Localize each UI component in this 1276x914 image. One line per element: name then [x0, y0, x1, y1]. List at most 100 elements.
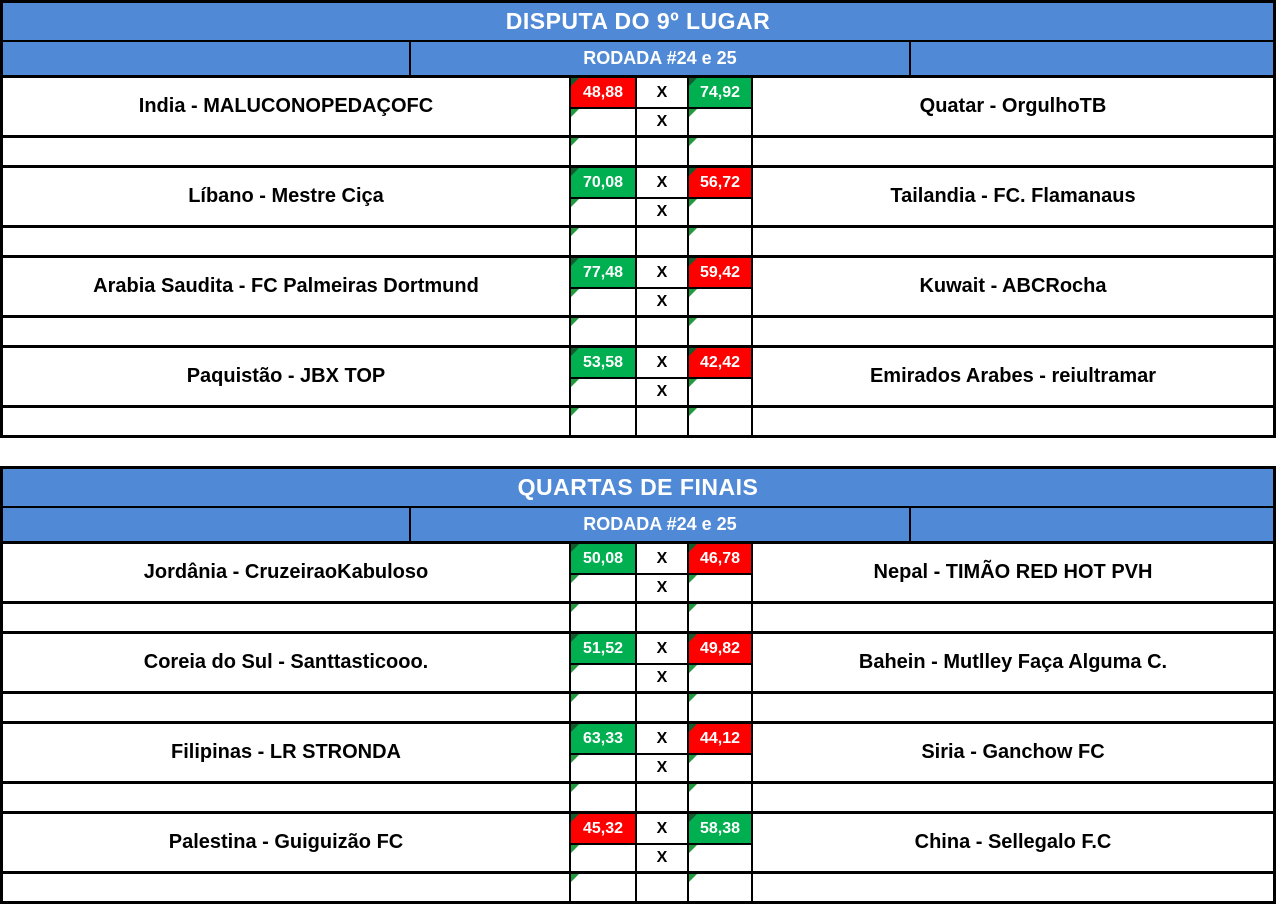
round-label-cell[interactable]: RODADA #24 e 25 — [411, 508, 911, 541]
empty-cell[interactable] — [689, 665, 753, 691]
empty-cell[interactable] — [753, 874, 1273, 901]
away-score-cell[interactable]: 46,78 — [689, 544, 753, 575]
away-team-cell[interactable]: Nepal - TIMÃO RED HOT PVH — [753, 544, 1273, 601]
empty-cell[interactable] — [3, 604, 571, 631]
section-title-cell[interactable]: DISPUTA DO 9º LUGAR — [3, 3, 1273, 42]
empty-cell[interactable] — [3, 228, 571, 255]
empty-cell[interactable] — [689, 379, 753, 405]
vs-cell[interactable]: X — [637, 199, 689, 225]
empty-cell[interactable] — [689, 138, 753, 165]
home-score-cell[interactable]: 70,08 — [571, 168, 637, 199]
home-score-cell[interactable]: 50,08 — [571, 544, 637, 575]
empty-cell[interactable] — [571, 575, 637, 601]
vs-cell[interactable]: X — [637, 168, 689, 199]
home-score-cell[interactable]: 45,32 — [571, 814, 637, 845]
away-score-cell[interactable]: 74,92 — [689, 78, 753, 109]
empty-cell[interactable] — [571, 138, 637, 165]
away-score-cell[interactable]: 59,42 — [689, 258, 753, 289]
vs-cell[interactable]: X — [637, 78, 689, 109]
empty-cell[interactable] — [689, 694, 753, 721]
empty-header-cell[interactable] — [3, 42, 411, 75]
empty-cell[interactable] — [571, 318, 637, 345]
away-score-cell[interactable]: 42,42 — [689, 348, 753, 379]
empty-cell[interactable] — [637, 784, 689, 811]
away-team-cell[interactable]: Siria - Ganchow FC — [753, 724, 1273, 781]
empty-cell[interactable] — [571, 784, 637, 811]
vs-cell[interactable]: X — [637, 724, 689, 755]
home-team-cell[interactable]: Filipinas - LR STRONDA — [3, 724, 571, 781]
home-team-cell[interactable]: Líbano - Mestre Ciça — [3, 168, 571, 225]
empty-cell[interactable] — [571, 845, 637, 871]
empty-cell[interactable] — [3, 694, 571, 721]
empty-cell[interactable] — [689, 318, 753, 345]
vs-cell[interactable]: X — [637, 348, 689, 379]
empty-cell[interactable] — [753, 784, 1273, 811]
empty-cell[interactable] — [753, 604, 1273, 631]
empty-cell[interactable] — [689, 874, 753, 901]
empty-cell[interactable] — [637, 604, 689, 631]
empty-cell[interactable] — [689, 604, 753, 631]
vs-cell[interactable]: X — [637, 379, 689, 405]
empty-cell[interactable] — [637, 408, 689, 435]
away-score-cell[interactable]: 56,72 — [689, 168, 753, 199]
vs-cell[interactable]: X — [637, 755, 689, 781]
away-score-cell[interactable]: 44,12 — [689, 724, 753, 755]
empty-cell[interactable] — [637, 228, 689, 255]
away-score-cell[interactable]: 49,82 — [689, 634, 753, 665]
empty-cell[interactable] — [637, 874, 689, 901]
away-team-cell[interactable]: China - Sellegalo F.C — [753, 814, 1273, 871]
empty-cell[interactable] — [571, 408, 637, 435]
empty-cell[interactable] — [689, 109, 753, 135]
home-team-cell[interactable]: Paquistão - JBX TOP — [3, 348, 571, 405]
empty-cell[interactable] — [753, 228, 1273, 255]
empty-cell[interactable] — [571, 665, 637, 691]
home-team-cell[interactable]: Palestina - Guiguizão FC — [3, 814, 571, 871]
empty-cell[interactable] — [689, 575, 753, 601]
empty-cell[interactable] — [689, 199, 753, 225]
empty-cell[interactable] — [753, 694, 1273, 721]
round-label-cell[interactable]: RODADA #24 e 25 — [411, 42, 911, 75]
vs-cell[interactable]: X — [637, 575, 689, 601]
empty-cell[interactable] — [571, 289, 637, 315]
home-score-cell[interactable]: 63,33 — [571, 724, 637, 755]
empty-cell[interactable] — [571, 604, 637, 631]
empty-header-cell[interactable] — [911, 508, 1273, 541]
home-score-cell[interactable]: 77,48 — [571, 258, 637, 289]
away-score-cell[interactable]: 58,38 — [689, 814, 753, 845]
vs-cell[interactable]: X — [637, 544, 689, 575]
empty-cell[interactable] — [3, 784, 571, 811]
empty-cell[interactable] — [571, 228, 637, 255]
away-team-cell[interactable]: Quatar - OrgulhoTB — [753, 78, 1273, 135]
away-team-cell[interactable]: Emirados Arabes - reiultramar — [753, 348, 1273, 405]
empty-cell[interactable] — [3, 318, 571, 345]
away-team-cell[interactable]: Bahein - Mutlley Faça Alguma C. — [753, 634, 1273, 691]
empty-cell[interactable] — [571, 379, 637, 405]
home-team-cell[interactable]: Jordânia - CruzeiraoKabuloso — [3, 544, 571, 601]
home-score-cell[interactable]: 51,52 — [571, 634, 637, 665]
away-team-cell[interactable]: Kuwait - ABCRocha — [753, 258, 1273, 315]
empty-cell[interactable] — [3, 408, 571, 435]
vs-cell[interactable]: X — [637, 634, 689, 665]
home-team-cell[interactable]: India - MALUCONOPEDAÇOFC — [3, 78, 571, 135]
vs-cell[interactable]: X — [637, 665, 689, 691]
empty-cell[interactable] — [689, 228, 753, 255]
section-title-cell[interactable]: QUARTAS DE FINAIS — [3, 469, 1273, 508]
empty-cell[interactable] — [571, 874, 637, 901]
empty-cell[interactable] — [3, 138, 571, 165]
vs-cell[interactable]: X — [637, 814, 689, 845]
empty-cell[interactable] — [3, 874, 571, 901]
home-team-cell[interactable]: Arabia Saudita - FC Palmeiras Dortmund — [3, 258, 571, 315]
empty-cell[interactable] — [637, 138, 689, 165]
empty-cell[interactable] — [571, 755, 637, 781]
home-score-cell[interactable]: 48,88 — [571, 78, 637, 109]
empty-cell[interactable] — [753, 318, 1273, 345]
empty-cell[interactable] — [689, 289, 753, 315]
empty-cell[interactable] — [571, 109, 637, 135]
vs-cell[interactable]: X — [637, 289, 689, 315]
empty-cell[interactable] — [637, 318, 689, 345]
empty-cell[interactable] — [571, 694, 637, 721]
home-team-cell[interactable]: Coreia do Sul - Santtasticooo. — [3, 634, 571, 691]
empty-cell[interactable] — [753, 138, 1273, 165]
empty-cell[interactable] — [753, 408, 1273, 435]
empty-cell[interactable] — [689, 845, 753, 871]
